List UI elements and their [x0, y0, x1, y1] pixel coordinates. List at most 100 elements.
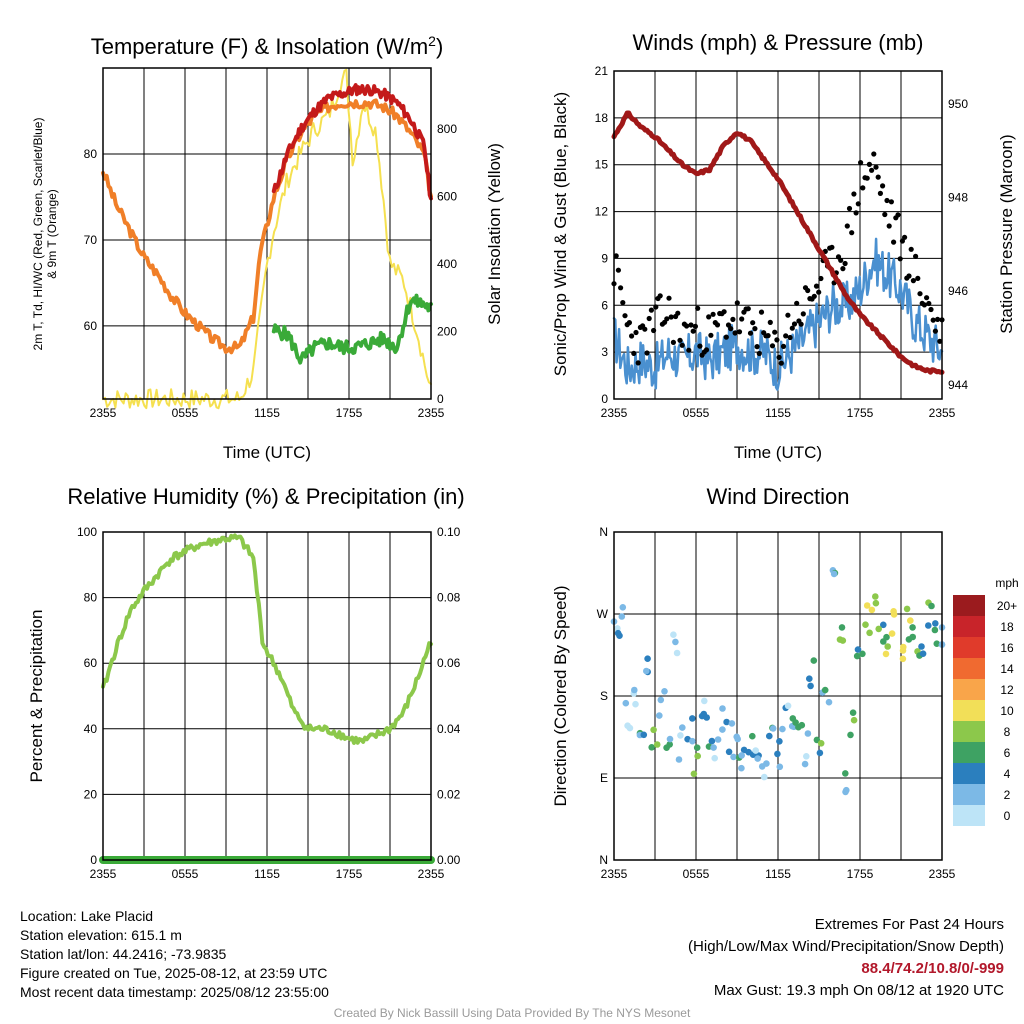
gust-point [684, 323, 690, 329]
gust-point [932, 328, 939, 334]
gust-point [734, 300, 740, 306]
wind-y-label: Sonic/Prop Wind & Gust (Blue, Black) [551, 92, 570, 376]
winds-x-tick-label: 1755 [847, 406, 874, 420]
humidity-x-tick-label: 0555 [172, 867, 199, 881]
gust-point [642, 326, 648, 332]
direction-point [719, 705, 726, 712]
pressure-y-tick-label: 950 [948, 97, 968, 111]
direction-point [679, 724, 686, 731]
direction-point [644, 655, 651, 662]
direction-point [666, 735, 674, 743]
gust-point [728, 326, 734, 332]
direction-point [728, 720, 736, 727]
humidity-y-tick-label: 80 [84, 591, 98, 605]
gust-point [677, 337, 683, 343]
legend-label: 20+ [997, 599, 1017, 613]
gust-point [626, 320, 633, 326]
direction-point [725, 748, 733, 756]
direction-point [817, 740, 825, 747]
extremes-subheading: (High/Low/Max Wind/Precipitation/Snow De… [688, 938, 1004, 955]
created-text: Figure created on Tue, 2025-08-12, at 23… [20, 965, 328, 981]
temperature-x-label: Time (UTC) [223, 443, 311, 462]
location-text: Location: Lake Placid [20, 908, 154, 924]
direction-point [807, 682, 814, 690]
gust-point [618, 285, 624, 291]
wind-line [612, 237, 944, 391]
gust-point [937, 338, 943, 344]
direction-panel: Wind Direction 2355 0555 1155 1755 2355NESWN… [551, 484, 1019, 881]
direction-point [693, 744, 701, 751]
humidity-x-tick-label: 1155 [254, 867, 280, 881]
direction-point [903, 605, 911, 613]
direction-point [719, 726, 726, 733]
direction-point [909, 633, 916, 641]
direction-point [850, 716, 858, 724]
dewpoint-line [271, 293, 433, 365]
direction-y-label: Direction (Colored By Speed) [551, 585, 570, 806]
gust-point [855, 201, 861, 207]
winds-title: Winds (mph) & Pressure (mb) [633, 30, 924, 55]
gust-point [629, 333, 635, 339]
direction-point [745, 748, 752, 756]
direction-point [928, 602, 935, 610]
insolation-y-tick-label: 0 [437, 392, 444, 406]
gust-point [732, 330, 738, 336]
legend-swatch [953, 679, 985, 700]
gust-point [915, 275, 921, 281]
direction-point [872, 599, 880, 607]
insolation-y-tick-label: 600 [437, 189, 457, 203]
gust-point [736, 329, 743, 335]
temperature-plot-frame [102, 67, 432, 400]
gust-point [816, 289, 822, 295]
direction-point [842, 770, 849, 777]
direction-title: Wind Direction [706, 484, 849, 509]
direction-point [677, 732, 684, 739]
gust-point [846, 205, 853, 212]
temperature-9m-line [101, 98, 433, 355]
gust-point [620, 300, 626, 306]
direction-point [711, 754, 718, 762]
gust-point [869, 167, 875, 173]
direction-x-tick-label: 0555 [683, 867, 710, 881]
insolation-y-label: Solar Insolation (Yellow) [485, 143, 504, 325]
gust-point [772, 329, 778, 335]
direction-point [643, 667, 650, 675]
gust-point [747, 330, 754, 336]
gust-point [695, 305, 701, 311]
temperature-y-tick-label: 60 [84, 319, 98, 333]
direction-point [925, 622, 932, 629]
direction-point [714, 736, 722, 743]
direction-point [890, 611, 898, 618]
direction-point [888, 630, 896, 637]
gust-point [690, 328, 696, 334]
direction-point [779, 725, 786, 733]
gust-point [921, 302, 928, 308]
winds-panel: Winds (mph) & Pressure (mb) 2355 0555 1155… [551, 30, 1016, 462]
gust-point [646, 315, 652, 322]
pressure-y-label: Station Pressure (Maroon) [997, 134, 1016, 333]
direction-y-tick-label: W [597, 607, 609, 621]
winds-x-label: Time (UTC) [734, 443, 822, 462]
gust-point [778, 360, 784, 366]
gust-point [675, 310, 681, 316]
direction-point [703, 714, 710, 721]
gust-point [750, 320, 756, 326]
extremes-values: 88.4/74.2/10.8/0/-999 [861, 960, 1004, 977]
gust-point [875, 174, 881, 180]
legend-label: 10 [1000, 704, 1014, 718]
precipitation-y-tick-label: 0.10 [437, 525, 461, 539]
direction-point [616, 632, 623, 639]
gust-point [664, 316, 670, 322]
gust-point [697, 343, 703, 349]
gust-point [739, 316, 745, 322]
humidity-panel: Relative Humidity (%) & Precipitation (i… [27, 484, 465, 881]
direction-point [868, 606, 876, 614]
direction-x-tick-label: 1155 [765, 867, 791, 881]
legend-swatch [953, 742, 985, 763]
precipitation-y-tick-label: 0.08 [437, 591, 461, 605]
station-info: Location: Lake Placid Station elevation:… [20, 907, 329, 1002]
gust-point [794, 300, 800, 306]
legend-label: 12 [1000, 683, 1014, 697]
direction-point [661, 688, 668, 695]
direction-point [774, 750, 781, 758]
